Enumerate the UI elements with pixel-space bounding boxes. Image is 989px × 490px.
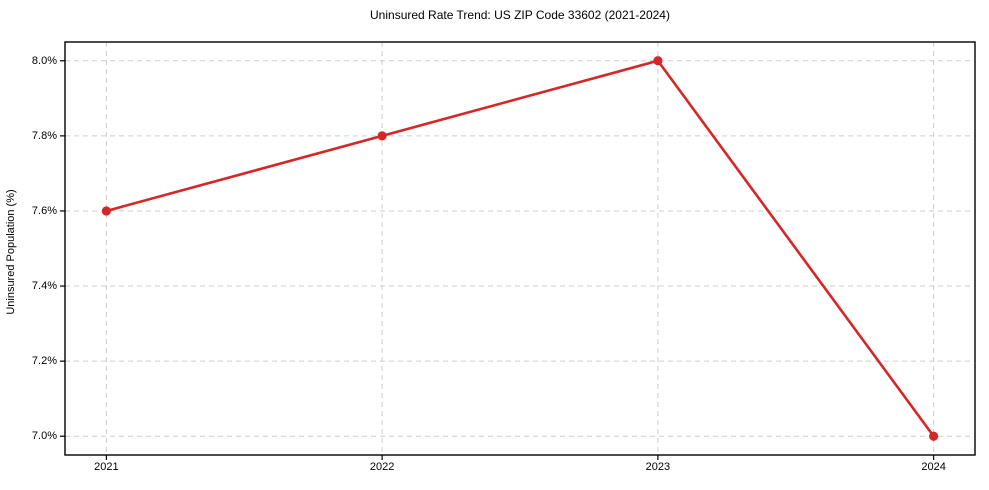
y-tick-label: 7.4% [31, 280, 57, 293]
data-point [101, 206, 111, 216]
x-tick-label: 2024 [921, 461, 946, 473]
data-point [377, 131, 387, 141]
chart-title: Uninsured Rate Trend: US ZIP Code 33602 … [370, 8, 670, 22]
y-tick-label: 8.0% [31, 54, 57, 67]
data-point [929, 431, 939, 441]
y-tick-label: 7.8% [31, 129, 57, 142]
x-tick-label: 2023 [645, 461, 671, 473]
data-point [653, 56, 663, 66]
y-tick-label: 7.6% [31, 204, 57, 217]
trend-line [105, 59, 935, 438]
plot-frame [64, 41, 976, 456]
y-tick-label: 7.2% [31, 355, 57, 368]
x-tick-label: 2021 [94, 461, 119, 473]
y-tick-label: 7.0% [31, 430, 57, 443]
x-tick-label: 2022 [369, 461, 395, 473]
